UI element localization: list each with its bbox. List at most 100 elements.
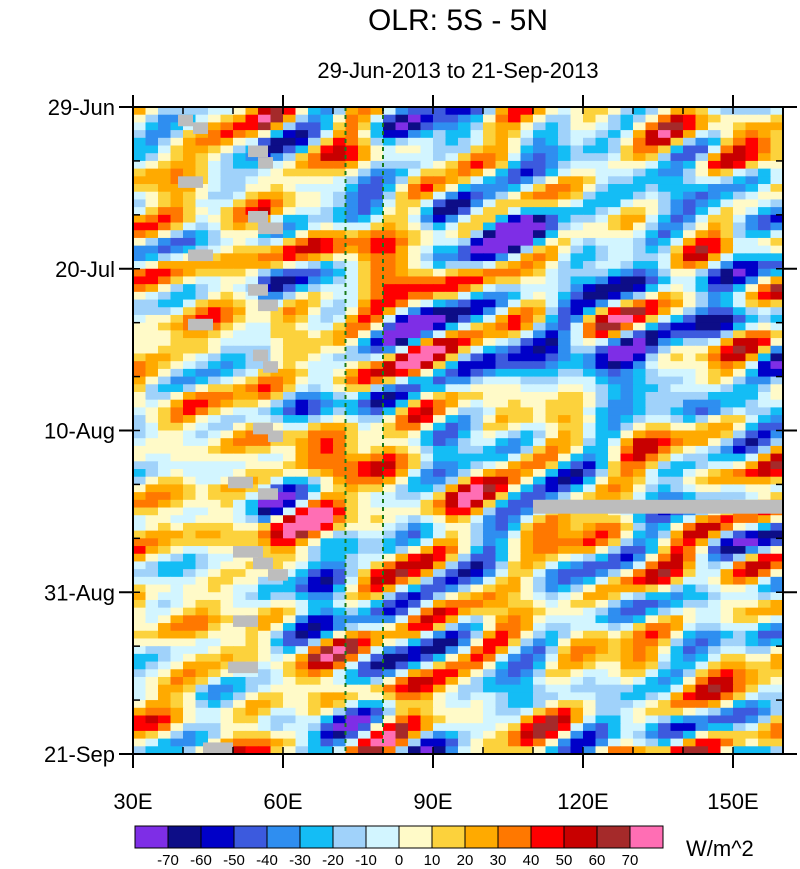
field-cell: [495, 330, 509, 339]
field-cell: [283, 399, 297, 408]
field-cell: [208, 222, 222, 231]
field-cell: [583, 261, 597, 270]
field-cell: [508, 107, 522, 116]
field-cell: [133, 430, 147, 439]
field-cell: [708, 122, 722, 131]
field-cell: [733, 176, 747, 185]
field-cell: [145, 314, 159, 324]
field-cell: [645, 322, 659, 331]
field-cell: [720, 569, 734, 578]
field-cell: [758, 592, 772, 601]
field-cell: [595, 638, 609, 647]
field-cell: [383, 322, 397, 331]
field-cell: [195, 707, 209, 717]
field-cell: [533, 646, 547, 655]
field-cell: [358, 445, 372, 455]
field-cell: [158, 692, 172, 701]
field-cell: [608, 391, 622, 401]
field-cell: [445, 191, 459, 201]
field-cell: [220, 345, 234, 355]
field-cell: [420, 538, 434, 547]
field-cell: [270, 507, 284, 516]
field-cell: [495, 376, 509, 385]
field-cell: [308, 730, 322, 740]
field-cell: [583, 569, 597, 578]
field-cell: [295, 268, 309, 278]
field-cell: [770, 515, 783, 524]
field-cell: [145, 707, 159, 717]
field-cell: [570, 669, 584, 678]
field-cell: [670, 384, 684, 393]
field-cell: [608, 584, 622, 593]
field-cell: [495, 499, 509, 509]
field-cell: [308, 561, 322, 570]
field-cell: [195, 715, 209, 724]
field-cell: [433, 384, 447, 393]
field-cell: [420, 638, 434, 647]
field-cell: [633, 168, 647, 177]
field-cell: [358, 630, 372, 640]
field-cell: [470, 407, 484, 416]
field-cell: [708, 723, 722, 732]
field-cell: [270, 168, 284, 177]
field-cell: [270, 607, 284, 616]
field-cell: [483, 391, 497, 401]
field-cell: [195, 623, 209, 632]
field-cell: [220, 661, 234, 670]
field-cell: [333, 499, 347, 509]
field-cell: [770, 738, 783, 747]
field-cell: [233, 499, 247, 509]
field-cell: [633, 445, 647, 455]
field-cell: [683, 160, 697, 170]
field-cell: [570, 230, 584, 239]
field-cell: [445, 538, 459, 547]
field-cell: [658, 176, 672, 185]
field-cell: [195, 730, 209, 740]
field-cell: [183, 214, 197, 224]
field-cell: [158, 461, 172, 470]
field-cell: [758, 353, 772, 362]
field-cell: [233, 145, 247, 154]
field-cell: [395, 299, 409, 308]
field-cell: [745, 368, 759, 378]
field-cell: [308, 630, 322, 640]
field-cell: [170, 107, 184, 116]
field-cell: [770, 692, 783, 701]
field-cell: [583, 176, 597, 185]
field-cell: [595, 237, 609, 247]
field-cell: [595, 368, 609, 378]
field-cell: [670, 268, 684, 278]
field-cell: [445, 353, 459, 362]
field-cell: [483, 607, 497, 616]
field-cell: [495, 453, 509, 462]
field-cell: [483, 137, 497, 147]
field-cell: [195, 422, 209, 432]
field-cell: [720, 438, 734, 447]
field-cell: [470, 515, 484, 524]
field-cell: [708, 291, 722, 301]
field-cell: [308, 476, 322, 486]
field-cell: [583, 368, 597, 378]
field-cell: [333, 746, 347, 754]
field-cell: [483, 592, 497, 601]
field-cell: [295, 669, 309, 678]
field-cell: [520, 569, 534, 578]
field-cell: [395, 415, 409, 424]
field-cell: [720, 653, 734, 663]
field-cell: [333, 538, 347, 547]
field-cell: [208, 307, 222, 316]
field-cell: [258, 399, 272, 408]
field-cell: [483, 445, 497, 455]
field-cell: [233, 314, 247, 324]
field-cell: [470, 584, 484, 593]
field-cell: [770, 746, 783, 754]
field-cell: [570, 322, 584, 331]
field-cell: [620, 522, 634, 532]
field-cell: [645, 676, 659, 686]
field-cell: [295, 214, 309, 224]
field-cell: [358, 314, 372, 324]
field-cell: [170, 538, 184, 547]
field-cell: [608, 430, 622, 439]
field-cell: [333, 176, 347, 185]
field-cell: [570, 592, 584, 601]
